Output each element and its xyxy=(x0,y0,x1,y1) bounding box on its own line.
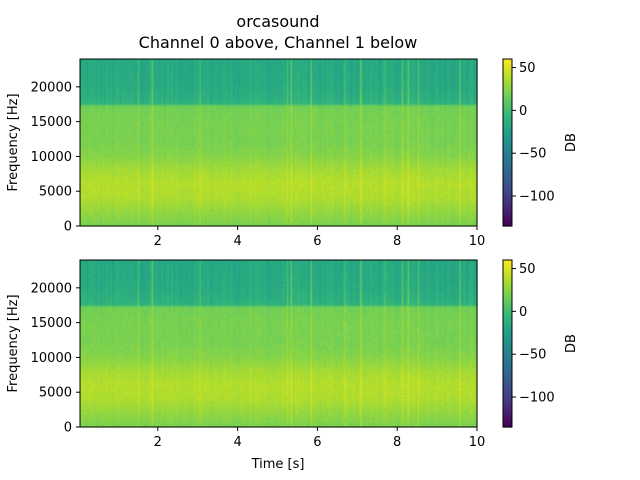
chart-title: orcasound xyxy=(236,12,319,31)
spectrogram-heatmap xyxy=(80,59,478,227)
chart-subtitle: Channel 0 above, Channel 1 below xyxy=(139,33,418,52)
